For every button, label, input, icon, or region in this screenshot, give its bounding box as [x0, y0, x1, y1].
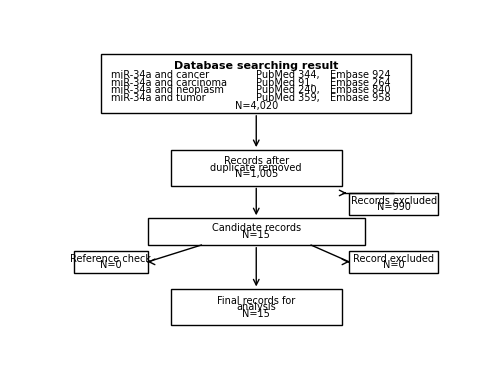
Text: N=15: N=15	[242, 309, 270, 319]
Text: Database searching result: Database searching result	[174, 61, 338, 71]
Text: miR-34a and cancer: miR-34a and cancer	[111, 70, 209, 80]
Bar	[171, 150, 342, 186]
Text: Final records for: Final records for	[217, 296, 296, 306]
Bar	[101, 54, 411, 113]
Text: Embase 264: Embase 264	[330, 78, 390, 88]
Text: Records after: Records after	[224, 156, 289, 166]
Text: duplicate removed: duplicate removed	[210, 163, 302, 173]
Text: Embase 958: Embase 958	[330, 93, 390, 103]
Text: miR-34a and neoplasm: miR-34a and neoplasm	[111, 85, 224, 95]
Text: Record excluded: Record excluded	[354, 254, 434, 264]
Text: N=990: N=990	[377, 203, 411, 212]
Bar	[171, 289, 342, 325]
Text: Records excluded: Records excluded	[351, 196, 437, 206]
Text: Candidate records: Candidate records	[212, 223, 301, 233]
Text: PubMed 359,: PubMed 359,	[256, 93, 320, 103]
Text: PubMed 240,: PubMed 240,	[256, 85, 320, 95]
Text: N=15: N=15	[242, 230, 270, 240]
Text: Reference check: Reference check	[70, 254, 152, 264]
Text: miR-34a and tumor: miR-34a and tumor	[111, 93, 206, 103]
Text: N=4,020: N=4,020	[234, 101, 278, 111]
Text: PubMed 344,: PubMed 344,	[256, 70, 320, 80]
Text: miR-34a and carcinoma: miR-34a and carcinoma	[111, 78, 227, 88]
Bar	[349, 251, 438, 273]
Text: Embase 840: Embase 840	[330, 85, 390, 95]
Bar	[148, 218, 365, 245]
Bar	[349, 193, 438, 215]
Text: PubMed 91,: PubMed 91,	[256, 78, 314, 88]
Text: N=0: N=0	[100, 260, 122, 270]
Text: Embase 924: Embase 924	[330, 70, 390, 80]
Text: N=0: N=0	[383, 260, 404, 270]
Bar	[74, 251, 148, 273]
Text: N=1,005: N=1,005	[234, 169, 278, 179]
Text: analysis: analysis	[236, 302, 276, 312]
